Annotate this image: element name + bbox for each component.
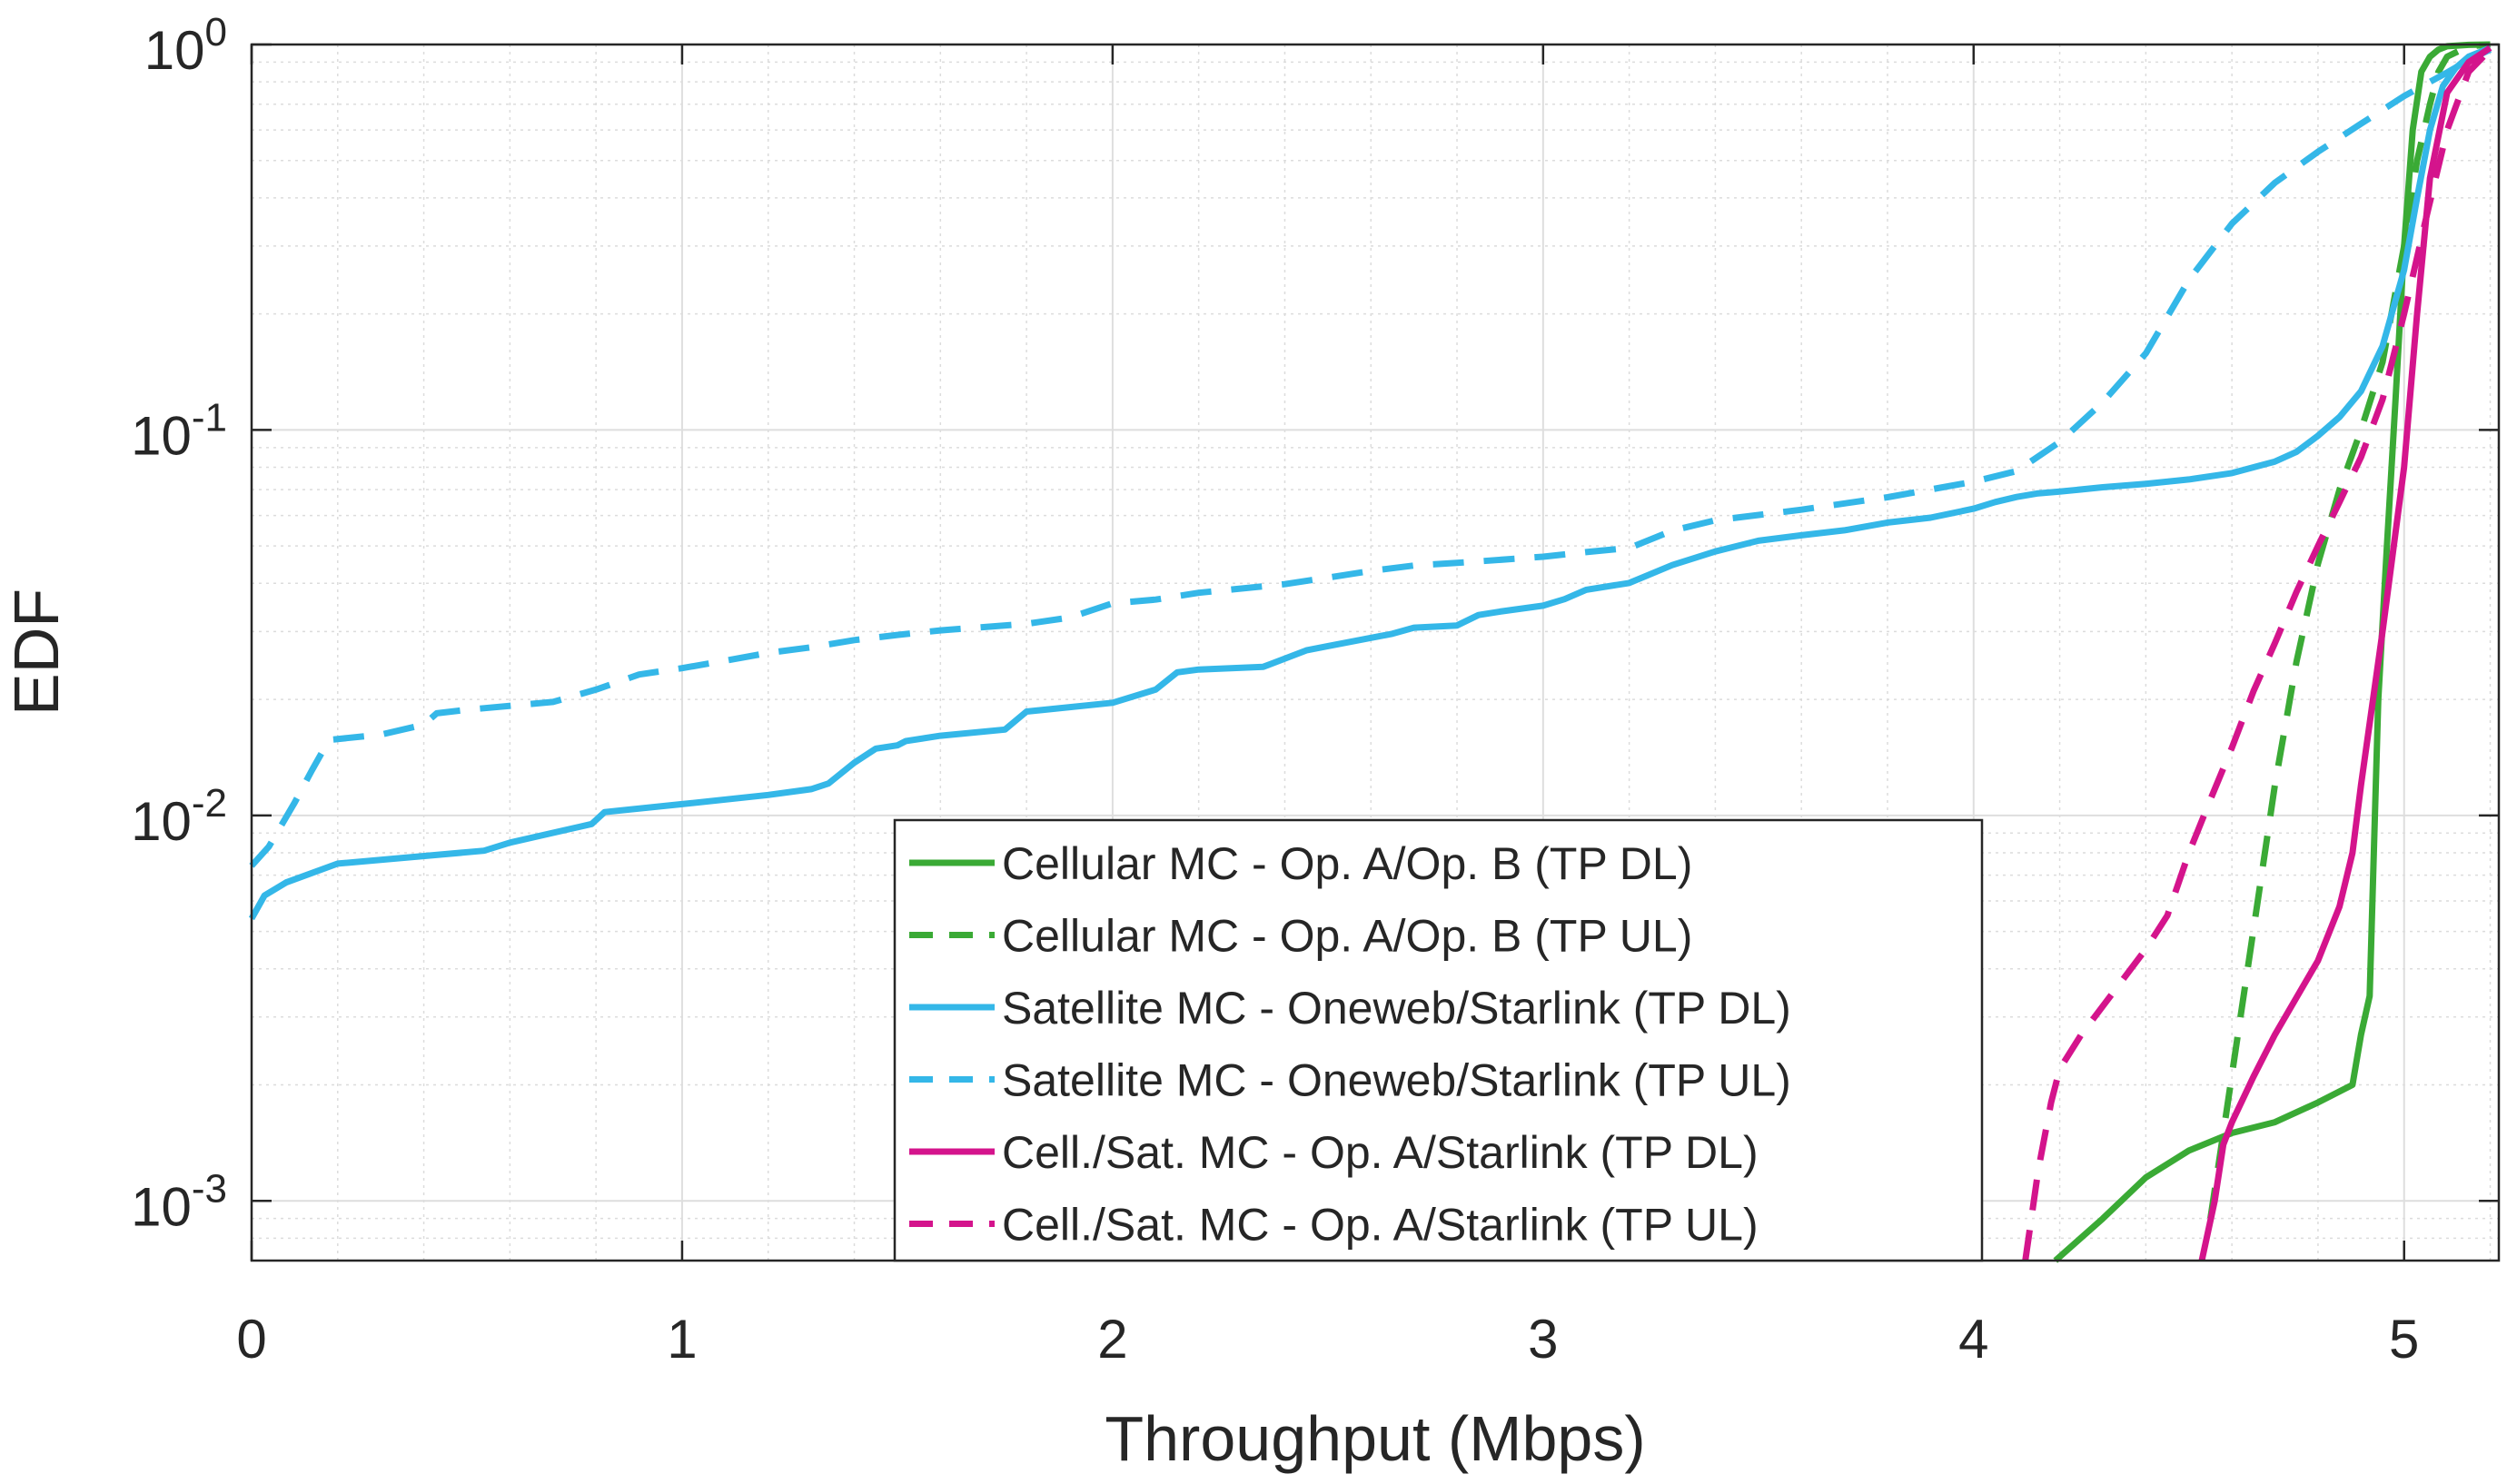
x-tick-label: 5 [2389,1309,2419,1370]
series-group [248,41,2493,1263]
y-tick-label: 100 [144,10,227,81]
y-tick-exponent: -3 [192,1166,227,1211]
y-tick-label: 10-3 [131,1166,227,1237]
x-tick-label: 4 [1958,1309,1988,1370]
legend-label-2: Cellular MC - Op. A/Op. B (TP UL) [1002,911,1692,962]
plot-area [248,41,2501,1263]
legend-label-5: Cell./Sat. MC - Op. A/Starlink (TP DL) [1002,1127,1759,1178]
series-line-5 [2198,45,2492,1261]
y-tick-label: 10-2 [131,781,227,852]
x-tick-label: 0 [236,1309,266,1370]
y-tick-base: 10 [144,20,205,81]
x-tick-label: 2 [1097,1309,1127,1370]
series-line-1 [2053,41,2491,1263]
legend-box [893,818,1984,1262]
series-line-6 [2022,47,2493,1261]
y-tick-exponent: 0 [205,10,227,54]
y-axis-label: EDF [1,589,72,716]
legend-label-3: Satellite MC - Oneweb/Starlink (TP DL) [1002,983,1791,1034]
y-tick-base: 10 [131,791,192,852]
x-axis-label: Throughput (Mbps) [1105,1403,1645,1474]
legend-label-6: Cell./Sat. MC - Op. A/Starlink (TP UL) [1002,1200,1759,1251]
series-line-2 [2207,41,2491,1220]
legend-label-4: Satellite MC - Oneweb/Starlink (TP UL) [1002,1055,1791,1106]
legend-label-1: Cellular MC - Op. A/Op. B (TP DL) [1002,838,1692,889]
x-tick-label: 1 [667,1309,697,1370]
y-tick-exponent: -1 [192,395,227,440]
x-tick-labels: 0 1 2 3 4 5 [236,1309,2419,1370]
series-line-4 [249,46,2492,868]
series-line-3 [248,45,2492,921]
legend: Cellular MC - Op. A/Op. B (TP DL) Cellula… [893,818,1984,1262]
y-tick-exponent: -2 [192,781,227,826]
y-tick-base: 10 [131,1176,192,1237]
y-tick-label: 10-1 [131,395,227,466]
x-tick-label: 3 [1528,1309,1558,1370]
y-tick-base: 10 [131,405,192,466]
